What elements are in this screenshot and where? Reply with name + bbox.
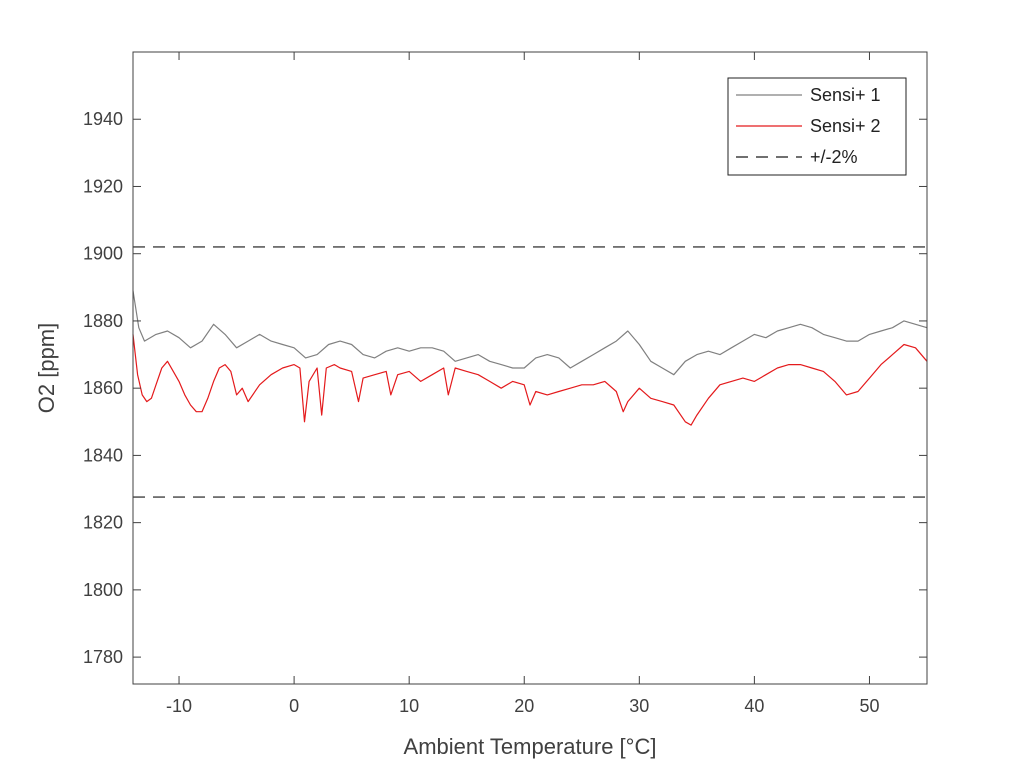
x-tick-label: 20 [514, 696, 534, 716]
x-tick-label: -10 [166, 696, 192, 716]
legend: Sensi+ 1 Sensi+ 2 +/-2% [727, 77, 907, 176]
y-tick-label: 1860 [83, 378, 123, 398]
x-axis-ticks: -10 0 10 20 30 40 50 [166, 52, 879, 716]
x-tick-label: 0 [289, 696, 299, 716]
legend-entry-bounds: +/-2% [810, 147, 858, 167]
legend-entry-sensi2: Sensi+ 2 [810, 116, 881, 136]
x-tick-label: 40 [744, 696, 764, 716]
y-tick-label: 1900 [83, 244, 123, 264]
y-tick-label: 1800 [83, 580, 123, 600]
x-axis-label: Ambient Temperature [°C] [404, 734, 657, 759]
plot-frame [132, 51, 928, 685]
y-tick-label: 1920 [83, 176, 123, 196]
y-tick-label: 1820 [83, 513, 123, 533]
y-tick-label: 1940 [83, 109, 123, 129]
y-tick-label: 1780 [83, 647, 123, 667]
y-tick-label: 1840 [83, 445, 123, 465]
x-tick-label: 10 [399, 696, 419, 716]
y-axis-ticks: 1780 1800 1820 1840 1860 1880 1900 1920 1940 [83, 109, 927, 667]
series-line-sensi2 [132, 334, 928, 426]
legend-entry-sensi1: Sensi+ 1 [810, 85, 881, 105]
y-tick-label: 1880 [83, 311, 123, 331]
series-line-sensi1 [132, 290, 928, 376]
y-axis-label: O2 [ppm] [34, 323, 59, 413]
bounds-layer [133, 246, 927, 498]
x-tick-label: 30 [629, 696, 649, 716]
x-tick-label: 50 [859, 696, 879, 716]
series-layer [132, 290, 928, 426]
